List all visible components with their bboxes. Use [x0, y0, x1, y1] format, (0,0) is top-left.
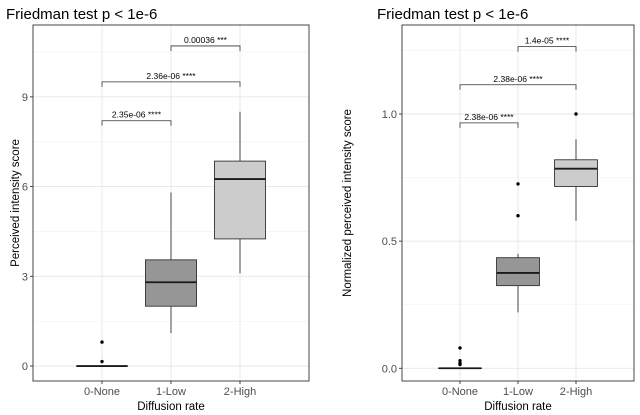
annotation-label: 2.36e-06 **** — [146, 71, 196, 81]
y-tick-label: 1.0 — [382, 109, 397, 121]
y-tick-label: 0.0 — [382, 363, 397, 375]
outlier-point — [458, 362, 462, 367]
bracket-line — [170, 45, 241, 51]
y-axis-title: Perceived intensity score — [10, 139, 22, 267]
x-tick-label: 1-Low — [503, 386, 533, 398]
bracket-line — [517, 46, 577, 52]
y-tick-label: 3 — [22, 271, 28, 283]
x-tick-label: 1-Low — [156, 386, 186, 398]
outlier-point — [516, 214, 520, 218]
box-0-none — [438, 346, 482, 370]
outlier-point — [574, 112, 578, 116]
bracket-line — [459, 84, 577, 90]
significance-bracket: 2.36e-06 **** — [101, 71, 241, 87]
outlier-point — [100, 340, 104, 344]
x-axis-title: Diffusion rate — [484, 401, 552, 413]
outlier-point — [516, 182, 520, 186]
outlier-point — [458, 358, 462, 363]
y-axis-title: Normalized perceived intensity score — [342, 109, 354, 297]
x-tick-label: 2-High — [224, 386, 256, 398]
bracket-line — [101, 120, 172, 126]
bracket-line — [459, 122, 519, 128]
annotation-label: 2.38e-06 **** — [464, 112, 514, 122]
box-1-low — [496, 182, 540, 313]
annotation-label: 2.35e-06 **** — [112, 110, 162, 120]
y-tick-label: 6 — [22, 182, 28, 194]
significance-bracket: 2.38e-06 **** — [459, 74, 577, 90]
annotation-label: 0.00036 *** — [184, 35, 228, 45]
x-tick-label: 2-High — [560, 386, 592, 398]
x-tick-label: 0-None — [84, 386, 120, 398]
chart-panel-1: 2.35e-06 **** 2.36e-06 **** 0.00036 *** 0 3 6… — [6, 6, 310, 413]
x-tick-label: 0-None — [442, 386, 478, 398]
y-tick-label: 0 — [22, 361, 28, 373]
box-0-none — [76, 340, 128, 367]
box-2-high — [554, 112, 598, 221]
box-iqr — [496, 257, 540, 287]
significance-bracket: 2.38e-06 **** — [459, 112, 519, 128]
box-iqr — [554, 159, 598, 187]
significance-bracket: 2.35e-06 **** — [101, 110, 172, 126]
significance-bracket: 0.00036 *** — [170, 35, 241, 51]
box-iqr — [214, 160, 266, 240]
y-tick-label: 9 — [22, 92, 28, 104]
chart-title: Friedman test p < 1e-6 — [6, 6, 157, 23]
chart-panel-2: 2.38e-06 **** 2.38e-06 **** 1.4e-05 **** 0.… — [342, 6, 635, 413]
annotation-label: 1.4e-05 **** — [525, 36, 570, 46]
outlier-point — [100, 359, 104, 364]
annotation-label: 2.38e-06 **** — [493, 74, 543, 84]
significance-bracket: 1.4e-05 **** — [517, 36, 577, 52]
bracket-line — [101, 81, 241, 87]
box-1-low — [145, 192, 197, 334]
chart-title: Friedman test p < 1e-6 — [377, 6, 528, 23]
box-2-high — [214, 111, 266, 274]
outlier-point — [458, 346, 462, 350]
x-axis-title: Diffusion rate — [137, 401, 205, 413]
y-tick-label: 0.5 — [382, 236, 397, 248]
